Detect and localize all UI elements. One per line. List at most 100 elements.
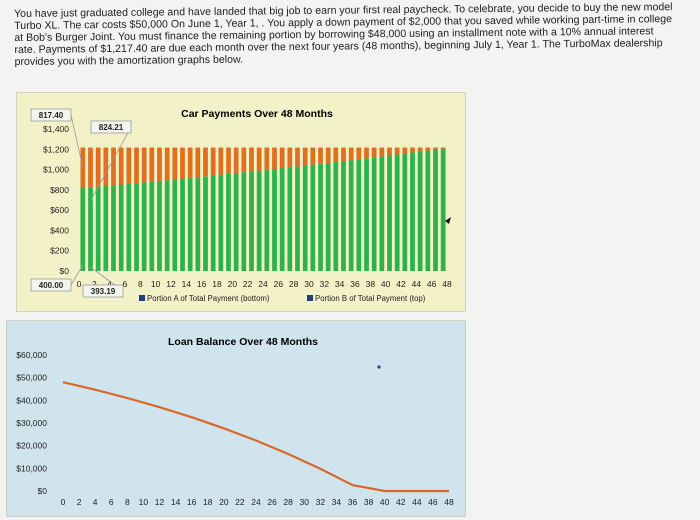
y-tick-label: $60,000 [16,350,47,360]
x-tick-label: 36 [348,497,358,507]
bar-portion-b [203,147,208,177]
callout-line [70,264,84,286]
x-tick-label: 48 [444,497,454,507]
bar-portion-b [371,147,377,158]
bar-portion-b [394,147,400,155]
x-tick-label: 42 [396,279,406,289]
x-tick-label: 0 [61,497,66,507]
x-tick-label: 32 [320,279,330,289]
bar-portion-a [88,187,93,271]
x-tick-label: 40 [380,497,390,507]
bar-portion-b [333,147,339,162]
y-tick-label: $50,000 [16,373,47,383]
bar-portion-a [440,148,446,271]
bar-portion-a [149,181,155,271]
x-tick-label: 22 [243,279,253,289]
bar-portion-b [341,147,346,162]
x-tick-label: 0 [77,279,82,289]
bar-portion-a [203,176,208,271]
y-tick-label: $10,000 [16,463,47,473]
bar-portion-b [295,147,300,167]
bar-portion-a [118,184,124,271]
balance-chart: Loan Balance Over 48 Months $0 $10,000 $20… [16,336,454,507]
x-tick-label: 20 [228,279,238,289]
bar-portion-b [118,147,124,185]
callout-box [30,278,72,292]
callout-line [70,114,84,168]
x-tick-label: 38 [366,279,376,289]
x-tick-label: 16 [197,279,207,289]
callout-label: 400.00 [39,281,64,290]
bar-portion-a [218,174,224,271]
bar-portion-a [356,159,362,271]
payments-chart-title: Car Payments Over 48 Months [181,108,333,120]
callout-box [82,284,124,298]
payments-chart-panel: Car Payments Over 48 Months $0 $200 $400 $6… [16,92,466,312]
x-tick-label: 36 [350,279,360,289]
bar-portion-b [387,147,392,156]
x-tick-label: 14 [182,279,192,289]
bar-portion-a [310,164,316,271]
legend-swatch-a [139,295,145,301]
bar-portion-a [195,177,201,271]
x-tick-label: 2 [77,497,82,507]
bar-portion-b [264,147,270,170]
x-tick-label: 6 [123,279,128,289]
bar-portion-b [88,147,93,188]
bar-portion-a [402,153,408,271]
bar-portion-a [111,185,116,271]
bar-portion-a [333,161,339,271]
payments-chart: Car Payments Over 48 Months $0 $200 $400 $6… [30,108,452,303]
x-tick-label: 12 [166,279,176,289]
bar-portion-a [425,150,431,271]
x-tick-label: 26 [274,279,284,289]
x-tick-label: 8 [138,279,143,289]
bar-portion-a [256,170,262,271]
bar-portion-b [417,147,423,152]
bar-portion-a [180,178,185,271]
bar-portion-a [233,173,239,271]
bar-portion-b [164,147,170,181]
bar-portion-b [410,147,415,153]
problem-text: You have just graduated college and have… [14,1,673,68]
cursor-arrow-icon [445,217,451,224]
y-tick-label: $0 [60,266,70,276]
x-tick-label: 10 [151,279,161,289]
bar-portion-b [233,147,239,174]
bar-portion-b [310,147,316,165]
bar-portion-b [279,147,285,169]
bar-portion-a [379,156,385,271]
bar-portion-b [241,147,247,173]
bar-portion-a [295,166,300,271]
bar-portion-a [249,171,254,271]
bar-portion-a [387,155,392,271]
bar-portion-a [272,168,277,271]
bar-portion-a [302,165,308,271]
bar-portion-b [440,147,446,149]
stray-dot [377,365,381,369]
bar-portion-a [287,167,293,271]
x-tick-label: 28 [283,497,293,507]
x-tick-label: 16 [187,497,197,507]
y-tick-label: $800 [50,185,69,195]
x-tick-label: 44 [412,497,422,507]
x-tick-label: 4 [107,279,112,289]
y-tick-label: $30,000 [16,418,47,428]
bar-portion-b [226,147,231,174]
x-tick-label: 18 [203,497,213,507]
y-tick-label: $1,400 [43,124,69,134]
bar-portion-a [417,151,423,271]
bar-portion-b [249,147,254,172]
bar-portion-a [95,186,101,271]
bar-portion-a [318,163,323,271]
x-tick-label: 46 [428,497,438,507]
bar-portion-a [187,177,193,271]
x-tick-label: 26 [267,497,277,507]
x-tick-label: 4 [93,497,98,507]
bar-portion-a [172,179,178,271]
bar-portion-a [226,173,231,271]
bar-portion-b [195,147,201,178]
bar-portion-a [371,157,377,271]
bar-portion-b [95,147,101,187]
bar-portion-b [103,147,109,187]
